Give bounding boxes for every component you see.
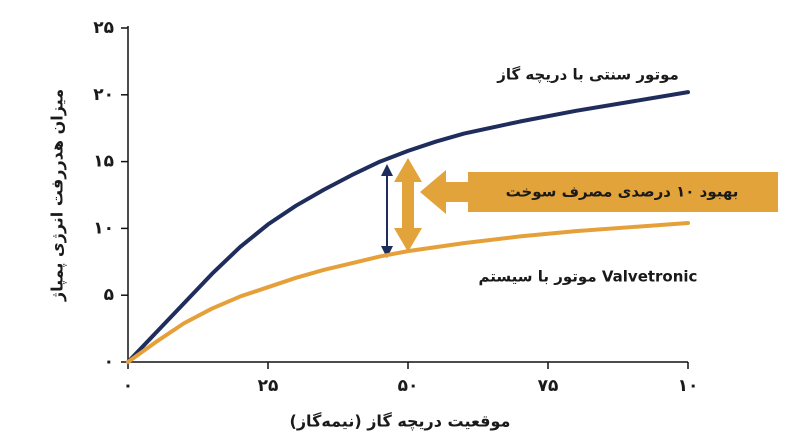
y-tick-label: ۰ bbox=[104, 352, 114, 372]
y-tick-label: ۱۰ bbox=[93, 218, 114, 238]
x-tick-label: ۱۰ bbox=[678, 376, 699, 396]
gap-head bbox=[394, 228, 422, 252]
y-tick-label: ۵ bbox=[104, 285, 114, 305]
annotation: بهبود ۱۰ درصدی مصرف سوخت bbox=[506, 183, 739, 201]
x-tick-label: ۷۵ bbox=[538, 376, 559, 396]
gap-head bbox=[394, 158, 422, 182]
series-line bbox=[126, 221, 690, 364]
gap-head bbox=[381, 246, 393, 258]
arrow-tail bbox=[445, 182, 469, 202]
y-tick-label: ۱۵ bbox=[93, 152, 114, 172]
x-tick-label: ۰ bbox=[123, 376, 133, 396]
y-axis-title: میزان هدررفت انرژی پمپاژ bbox=[48, 89, 68, 302]
series-line bbox=[126, 90, 690, 364]
series-label: موتور سنتی با دریچه گاز bbox=[496, 66, 679, 85]
series-label: موتور با سیستم Valvetronic bbox=[479, 268, 698, 286]
y-tick-label: ۲۰ bbox=[93, 85, 114, 105]
x-tick-label: ۵۰ bbox=[398, 376, 419, 396]
arrow-head bbox=[420, 170, 446, 214]
y-tick-label: ۲۵ bbox=[93, 18, 114, 38]
gap-head bbox=[381, 164, 393, 176]
gap-bar bbox=[402, 180, 414, 232]
annotation-box bbox=[468, 172, 778, 212]
x-axis-title: موقعیت دریچه گاز (نیمه‌گاز) bbox=[290, 412, 511, 432]
annotation-arrow bbox=[381, 158, 778, 258]
x-tick-label: ۲۵ bbox=[258, 376, 279, 396]
